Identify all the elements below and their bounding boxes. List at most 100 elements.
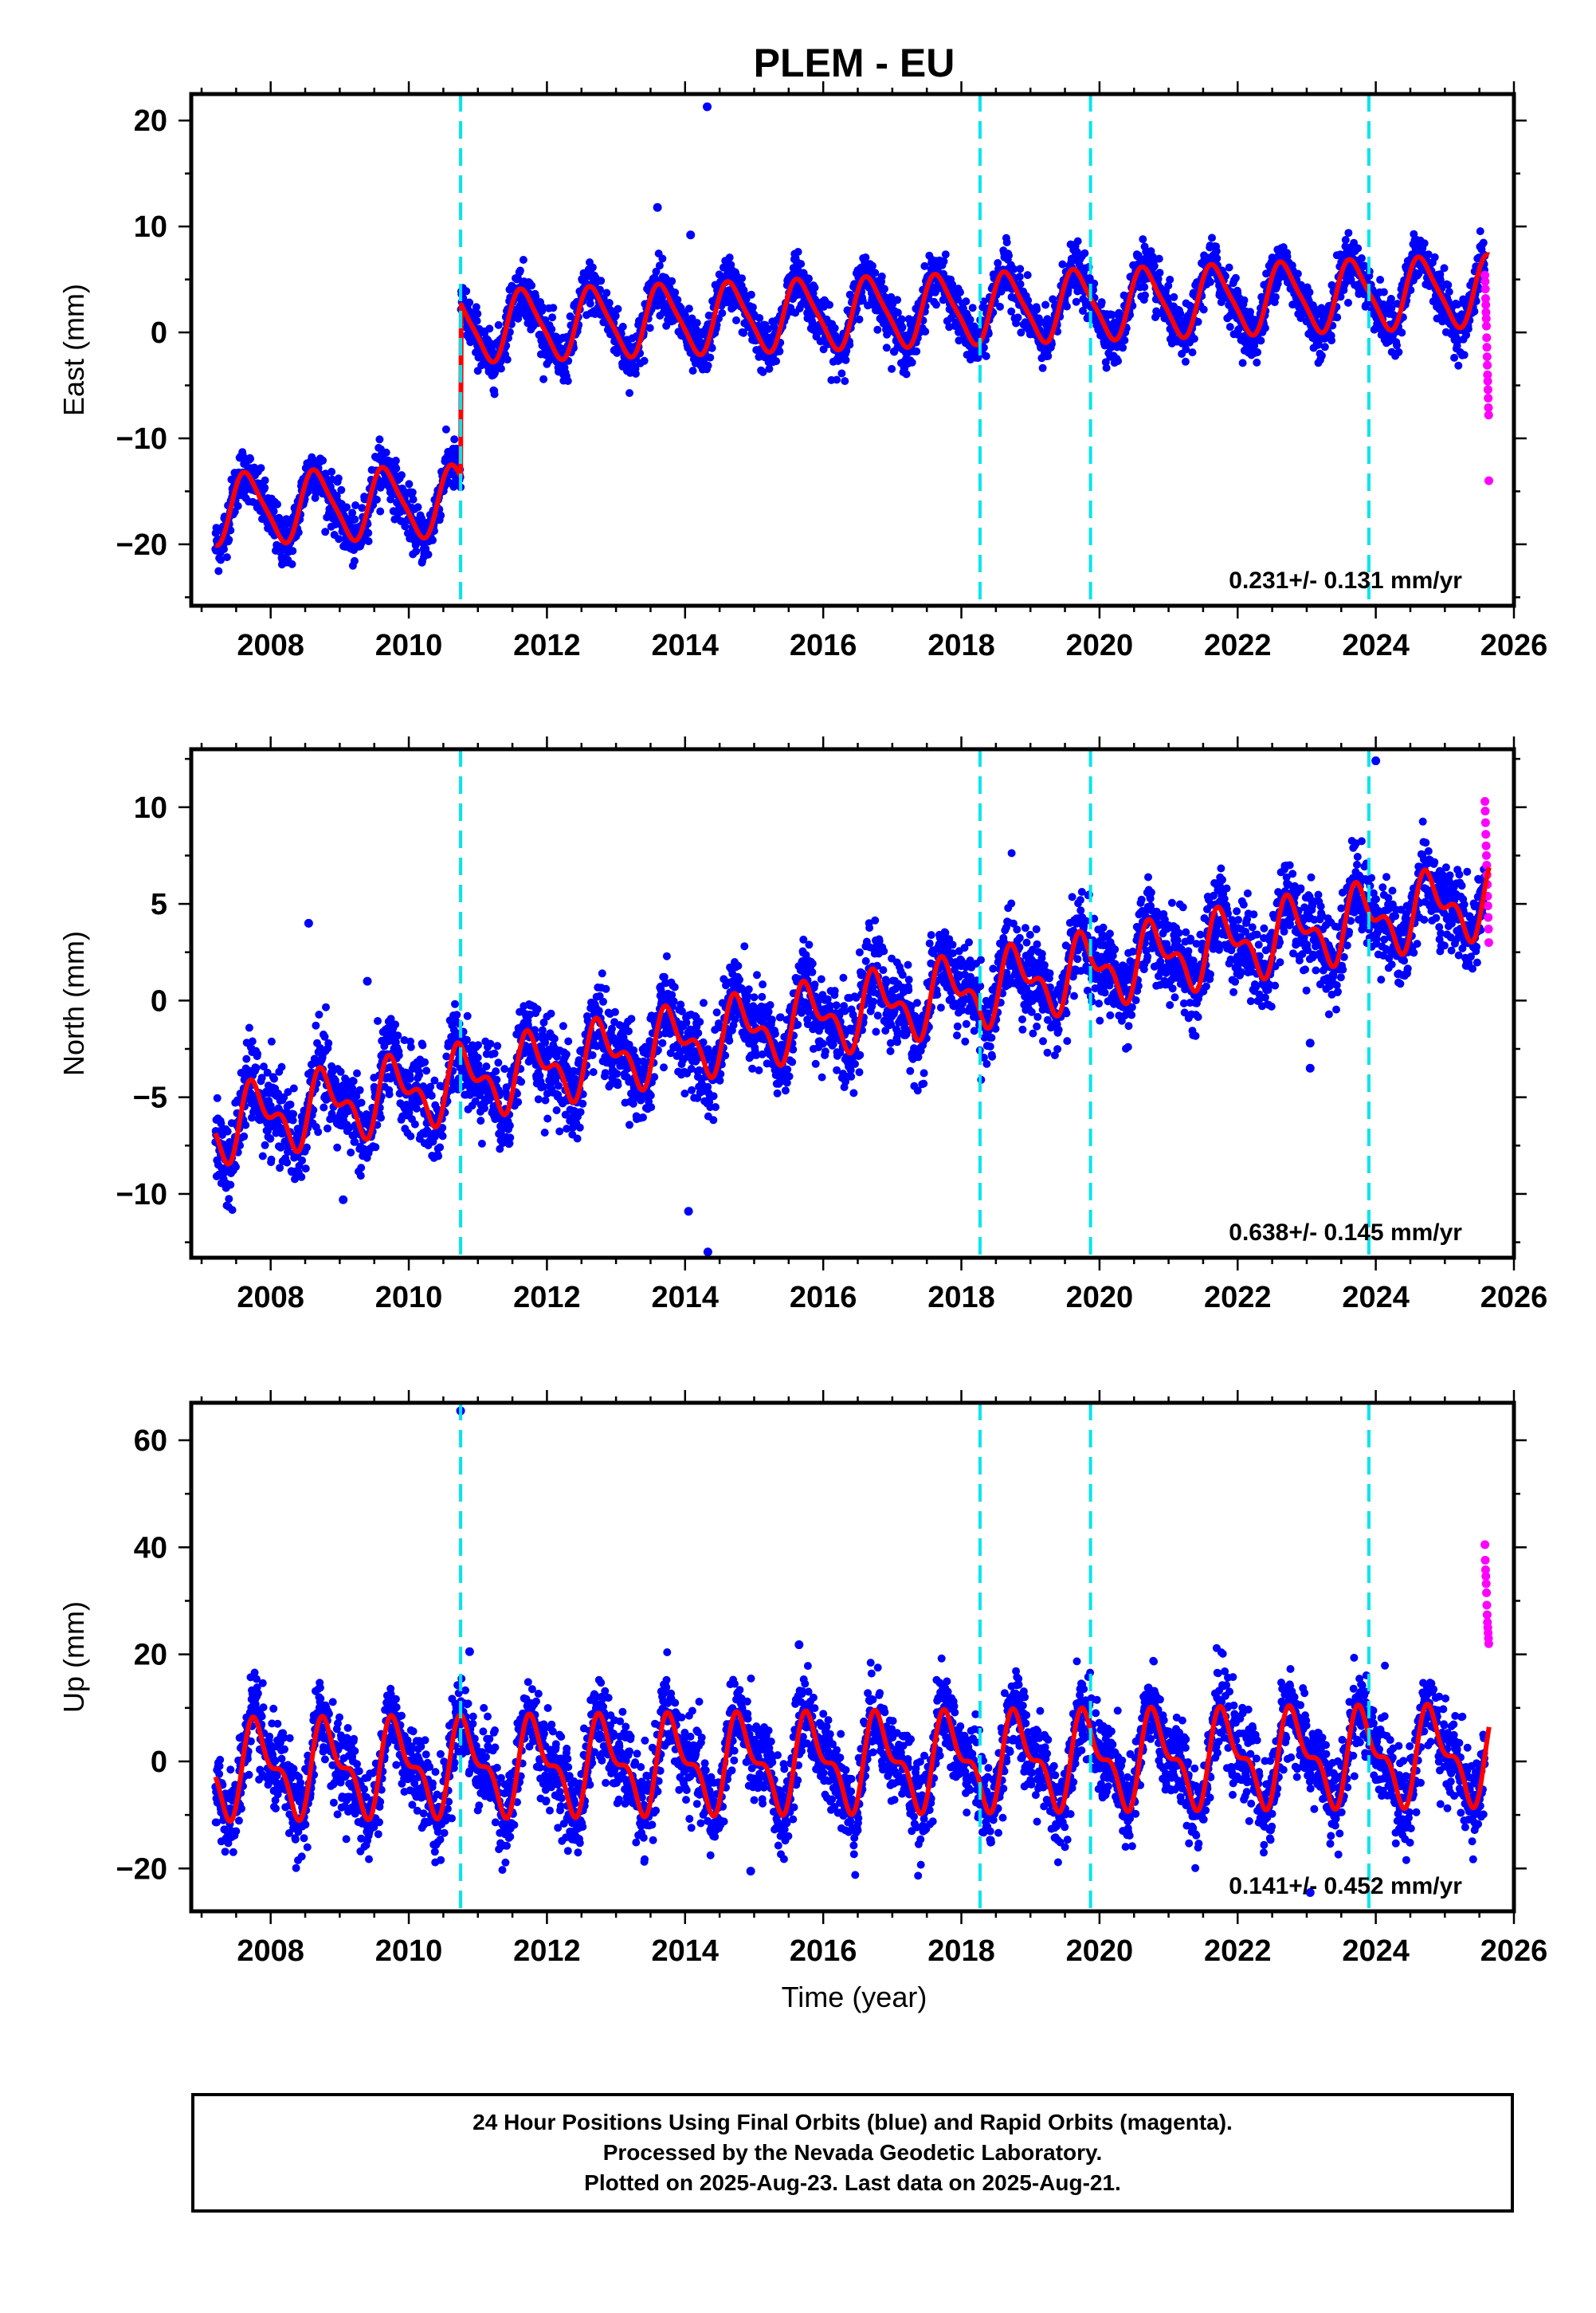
plot-area-east: [211, 94, 1494, 606]
rapid-orbit-point: [1484, 938, 1493, 948]
outlier-point: [363, 976, 372, 986]
panel-north: 2008 2010 2012 2014 2016 2018 2020 2022 2024 2026…: [57, 736, 1547, 1314]
panels-layer: 2008 2010 2012 2014 2016 2018 2020 2022 2024 2026…: [57, 81, 1547, 1968]
outlier-point: [703, 1247, 712, 1257]
y-tick-label: 20: [134, 1639, 167, 1672]
x-tick-label: 2008: [237, 1934, 304, 1968]
rapid-orbit-point: [1482, 1610, 1492, 1620]
y-axis-label-up: Up (mm): [57, 1601, 90, 1713]
outlier-point: [304, 918, 313, 928]
x-tick-label: 2022: [1204, 629, 1272, 662]
rapid-orbit-point: [1483, 360, 1492, 370]
x-tick-label: 2012: [513, 1281, 581, 1314]
x-tick-label: 2008: [237, 1281, 304, 1314]
plot-area-up: [211, 1403, 1493, 1911]
y-tick-label: 0: [151, 316, 167, 350]
rapid-orbit-point: [1481, 830, 1491, 839]
rapid-orbit-point: [1483, 370, 1492, 379]
model-fit-line-east: [214, 252, 1491, 548]
rapid-orbit-point: [1482, 1588, 1492, 1597]
outlier-point: [339, 1195, 348, 1204]
rapid-orbit-point: [1484, 1639, 1493, 1648]
rapid-orbit-point: [1484, 410, 1493, 420]
rapid-orbit-point: [1480, 818, 1490, 827]
velocity-label-east: 0.231+/- 0.131 mm/yr: [1229, 567, 1462, 594]
velocity-label-up: 0.141+/- 0.452 mm/yr: [1229, 1873, 1462, 1899]
processing-note-box: 24 Hour Positions Using Final Orbits (bl…: [191, 2093, 1514, 2213]
panel-east: 2008 2010 2012 2014 2016 2018 2020 2022 2024 2026…: [57, 81, 1547, 662]
rapid-orbit-point: [1482, 321, 1492, 331]
rapid-orbit-point: [1480, 796, 1490, 806]
rapid-orbit-point: [1482, 861, 1492, 870]
y-tick-label: 60: [134, 1424, 167, 1458]
rapid-orbit-point: [1484, 913, 1493, 922]
x-tick-label: 2016: [790, 1281, 857, 1314]
footer-line-dates: Plotted on 2025-Aug-23. Last data on 202…: [584, 2170, 1121, 2195]
panel-frame-east: [189, 92, 1516, 608]
plot-area-north: [211, 749, 1493, 1258]
panel-frame-north: [189, 747, 1516, 1260]
outlier-point: [746, 1867, 755, 1876]
rapid-orbit-point: [1481, 850, 1491, 860]
outlier-point: [794, 1640, 804, 1650]
y-tick-label: 0: [151, 984, 167, 1018]
y-tick-label: −20: [116, 1852, 167, 1886]
x-tick-label: 2020: [1066, 1934, 1134, 1968]
x-tick-label: 2010: [375, 1281, 443, 1314]
y-tick-label: 0: [151, 1746, 167, 1779]
chart-title: PLEM - EU: [754, 41, 955, 85]
y-tick-label: 40: [134, 1531, 167, 1565]
y-tick-label: 20: [134, 104, 167, 138]
outlier-point: [1305, 1887, 1315, 1897]
rapid-orbit-point: [1480, 277, 1490, 286]
outlier-point: [703, 102, 712, 112]
rapid-orbit-point: [1480, 1565, 1490, 1575]
y-tick-label: −10: [116, 422, 167, 456]
outlier-point: [1371, 756, 1381, 766]
x-tick-label: 2024: [1342, 1281, 1410, 1314]
y-tick-label: 5: [151, 888, 167, 921]
panel-frame-up: [189, 1400, 1516, 1914]
y-tick-label: 10: [134, 210, 167, 244]
outlier-point: [1305, 1039, 1315, 1048]
x-tick-label: 2026: [1480, 629, 1548, 662]
rapid-orbit-point: [1484, 393, 1493, 403]
final-orbit-points-north: [211, 817, 1489, 1215]
x-tick-label: 2012: [513, 629, 581, 662]
rapid-orbit-point: [1482, 352, 1492, 362]
x-tick-label: 2020: [1066, 629, 1134, 662]
x-tick-label: 2020: [1066, 1281, 1134, 1314]
panel-up: 2008 2010 2012 2014 2016 2018 2020 2022 2024 2026…: [57, 1390, 1547, 1968]
x-tick-label: 2018: [927, 629, 995, 662]
velocity-label-north: 0.638+/- 0.145 mm/yr: [1229, 1219, 1462, 1246]
y-axis-label-east: East (mm): [57, 284, 90, 416]
outlier-point: [686, 230, 696, 240]
footer-line-processor: Processed by the Nevada Geodetic Laborat…: [602, 2140, 1103, 2165]
rapid-orbit-point: [1483, 376, 1492, 386]
outlier-point: [465, 1647, 474, 1656]
rapid-orbit-point: [1481, 314, 1491, 324]
rapid-orbit-point: [1481, 1579, 1491, 1588]
outlier-point: [1305, 1063, 1315, 1073]
x-tick-label: 2024: [1342, 1934, 1410, 1968]
x-tick-label: 2022: [1204, 1934, 1272, 1968]
model-fit-line-north: [213, 866, 1492, 1167]
rapid-orbit-point: [1480, 285, 1490, 294]
footer-line-orbits: 24 Hour Positions Using Final Orbits (bl…: [473, 2110, 1233, 2134]
rapid-orbit-point: [1481, 1572, 1491, 1581]
y-axis-label-north: North (mm): [57, 931, 90, 1076]
rapid-orbit-point: [1480, 270, 1490, 280]
x-tick-label: 2010: [375, 1934, 443, 1968]
rapid-orbit-point: [1480, 1540, 1490, 1549]
model-fit-line-up: [213, 1702, 1492, 1824]
y-tick-label: −20: [116, 528, 167, 562]
rapid-orbit-point: [1483, 385, 1492, 395]
y-tick-label: 10: [134, 791, 167, 825]
rapid-orbit-point: [1482, 1600, 1492, 1610]
rapid-orbit-point: [1484, 403, 1493, 412]
rapid-orbit-point: [1481, 841, 1491, 850]
x-tick-label: 2010: [375, 629, 443, 662]
x-tick-label: 2014: [652, 1934, 720, 1968]
x-tick-label: 2022: [1204, 1281, 1272, 1314]
